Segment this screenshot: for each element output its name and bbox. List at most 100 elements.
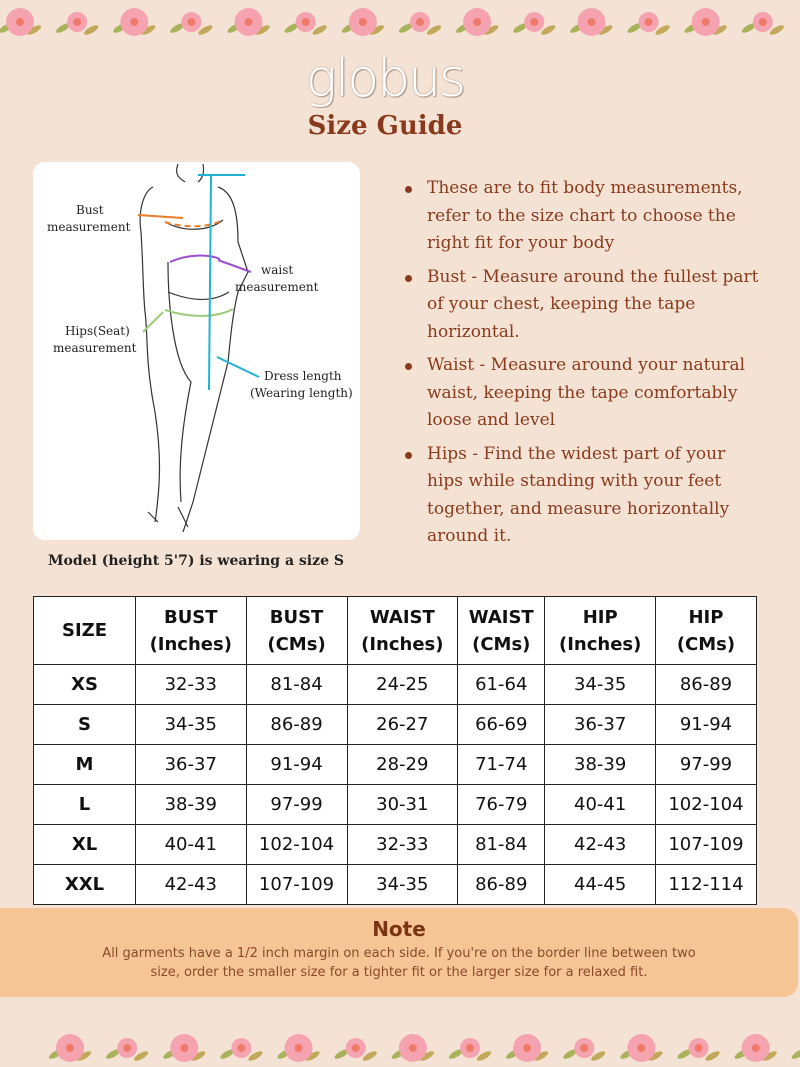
measurement-cell: 40-41 <box>544 784 656 825</box>
bullet-item: Bust - Measure around the fullest part o… <box>402 264 762 347</box>
flower-icon <box>227 8 270 36</box>
column-header: HIP (Inches) <box>544 596 656 665</box>
measurement-cell: 107-109 <box>245 864 348 905</box>
measurement-cell: 32-33 <box>346 824 459 865</box>
flower-icon <box>620 1034 663 1062</box>
size-chart-table: SIZE BUST (Inches) BUST (CMs) WAIST (Inches) WA… <box>33 596 758 905</box>
table-row: XXL 42-43 107-109 34-35 86-89 44-45 112-114 <box>33 864 758 905</box>
measurement-cell: 40-41 <box>135 824 247 865</box>
flower-icon <box>677 1038 720 1061</box>
measurement-cell: 38-39 <box>544 744 656 785</box>
measurement-cell: 112-114 <box>654 864 758 905</box>
flower-icon <box>791 1049 800 1059</box>
measurement-cell: 61-64 <box>457 664 546 705</box>
measurement-cell: 102-104 <box>245 824 348 865</box>
flower-icon <box>341 8 384 36</box>
note-text: All garments have a 1/2 inch margin on e… <box>102 946 696 980</box>
measurement-cell: 34-35 <box>544 664 656 705</box>
measurement-cell: 107-109 <box>654 824 758 865</box>
column-header: HIP (CMs) <box>654 596 758 665</box>
hips-label-line1: Hips(Seat) <box>65 324 130 338</box>
flower-icon <box>506 1034 549 1062</box>
measurement-cell: 38-39 <box>135 784 247 825</box>
column-header: BUST (CMs) <box>245 596 348 665</box>
table-row: XS 32-33 81-84 24-25 61-64 34-35 86-89 <box>33 664 758 705</box>
flower-icon <box>391 1034 434 1062</box>
flower-icon <box>513 12 556 35</box>
bust-tape <box>164 219 224 228</box>
measurement-cell: 34-35 <box>346 864 459 905</box>
dress-length-line <box>198 174 245 391</box>
size-cell: M <box>33 744 136 785</box>
floral-garland-bottom <box>48 1034 800 1062</box>
measurement-instructions: These are to fit body measurements, refe… <box>402 175 762 557</box>
flower-icon <box>113 8 156 36</box>
measurement-cell: 97-99 <box>654 744 758 785</box>
column-header: WAIST (CMs) <box>457 596 546 665</box>
measurement-figure: Bust measurement waist measurement Hips(… <box>33 162 360 540</box>
measurement-cell: 36-37 <box>544 704 656 745</box>
flower-icon <box>220 1038 263 1061</box>
flower-icon <box>456 8 499 36</box>
measurement-cell: 81-84 <box>457 824 546 865</box>
measurement-cell: 81-84 <box>245 664 348 705</box>
waist-label-line2: measurement <box>235 280 319 294</box>
measurement-cell: 91-94 <box>245 744 348 785</box>
table-row: S 34-35 86-89 26-27 66-69 36-37 91-94 <box>33 704 758 745</box>
flower-icon <box>334 1038 377 1061</box>
column-header: BUST (Inches) <box>135 596 247 665</box>
flower-icon <box>448 1038 492 1061</box>
flower-icon <box>106 1038 149 1061</box>
flower-icon <box>56 12 99 35</box>
dress-length-arrow <box>216 356 260 378</box>
measurement-cell: 28-29 <box>346 744 459 785</box>
measurement-cell: 76-79 <box>457 784 546 825</box>
measurement-cell: 42-43 <box>544 824 656 865</box>
size-cell: L <box>33 784 136 825</box>
note-box: Note All garments have a 1/2 inch margin… <box>0 908 798 997</box>
measurement-cell: 36-37 <box>135 744 247 785</box>
column-header: SIZE <box>33 596 136 665</box>
measurement-cell: 86-89 <box>245 704 348 745</box>
hips-arrow <box>142 311 164 333</box>
table-row: M 36-37 91-94 28-29 71-74 38-39 97-99 <box>33 744 758 785</box>
flower-icon <box>163 1034 206 1062</box>
flower-icon <box>277 1034 320 1062</box>
flower-icon <box>570 8 613 36</box>
flower-icon <box>0 8 42 36</box>
measurement-cell: 91-94 <box>654 704 758 745</box>
flower-icon <box>563 1038 606 1061</box>
bullet-item: Waist - Measure around your natural wais… <box>402 352 762 435</box>
body-outline <box>139 163 249 533</box>
flower-icon <box>734 1034 777 1062</box>
size-cell: XS <box>33 664 136 705</box>
model-caption: Model (height 5'7) is wearing a size S <box>48 553 344 569</box>
size-cell: XL <box>33 824 136 865</box>
hips-tape <box>164 308 234 317</box>
bullet-item: Hips - Find the widest part of your hips… <box>402 441 762 551</box>
measurement-cell: 66-69 <box>457 704 546 745</box>
measurement-cell: 30-31 <box>346 784 459 825</box>
measurement-cell: 86-89 <box>457 864 546 905</box>
bust-label-line1: Bust <box>76 203 104 217</box>
waist-tape <box>169 254 221 263</box>
bust-arrow <box>137 214 184 219</box>
measurement-cell: 86-89 <box>654 664 758 705</box>
measurement-cell: 32-33 <box>135 664 247 705</box>
flower-icon <box>398 12 442 35</box>
brand-logo: globus <box>305 50 467 108</box>
note-title: Note <box>372 917 426 941</box>
table-row: XL 40-41 102-104 32-33 81-84 42-43 107-109 <box>33 824 758 865</box>
table-row: L 38-39 97-99 30-31 76-79 40-41 102-104 <box>33 784 758 825</box>
length-label-line1: Dress length <box>264 369 342 383</box>
measurement-cell: 71-74 <box>457 744 546 785</box>
waist-arrow <box>217 259 252 273</box>
flower-icon <box>627 12 670 35</box>
bust-label-line2: measurement <box>47 220 131 234</box>
bullet-item: These are to fit body measurements, refe… <box>402 175 762 258</box>
measurement-cell: 102-104 <box>654 784 758 825</box>
size-cell: XXL <box>33 864 136 905</box>
measurement-cell: 24-25 <box>346 664 459 705</box>
waist-label-line1: waist <box>261 263 293 277</box>
flower-icon <box>741 12 784 35</box>
